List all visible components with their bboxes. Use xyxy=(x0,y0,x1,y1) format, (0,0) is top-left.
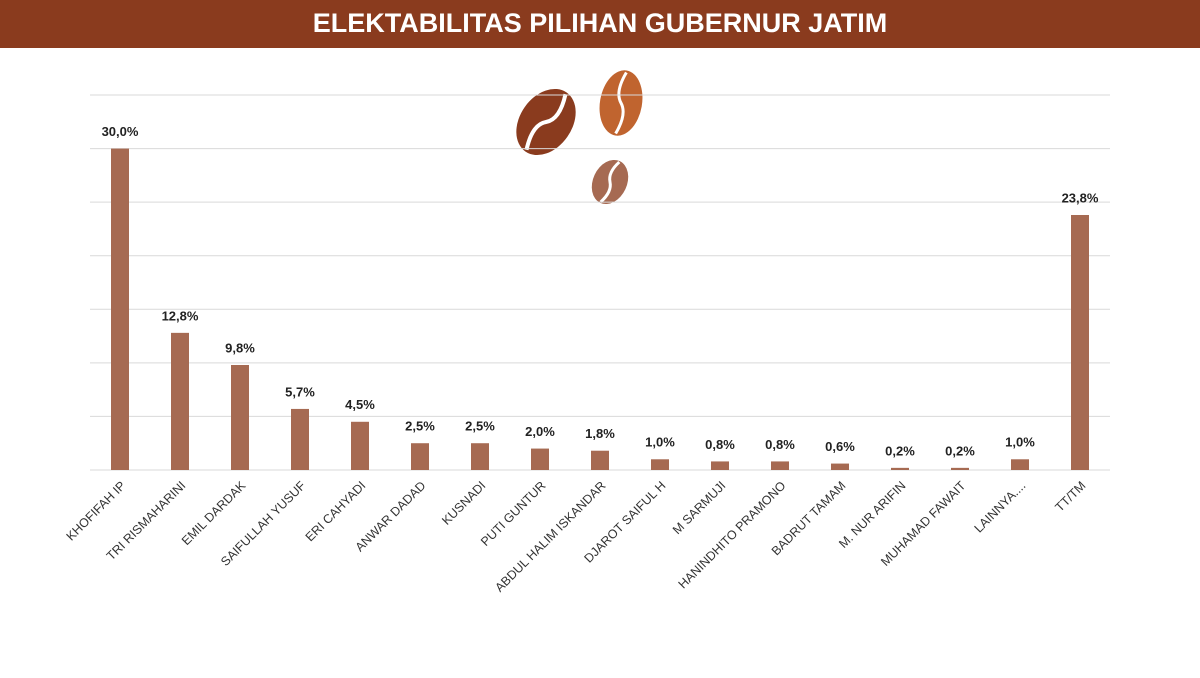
bar xyxy=(411,443,429,470)
bar xyxy=(291,408,309,470)
data-label: 4,5% xyxy=(345,397,375,412)
data-label: 0,6% xyxy=(825,439,855,454)
bar xyxy=(111,148,129,471)
bar xyxy=(591,450,609,470)
bar xyxy=(651,459,669,470)
data-label: 30,0% xyxy=(102,124,139,139)
bar xyxy=(891,467,909,470)
bar xyxy=(471,443,489,470)
data-label: 0,8% xyxy=(765,437,795,452)
data-label: 0,2% xyxy=(945,443,975,458)
bar xyxy=(711,461,729,470)
x-tick-label: KHOFIFAH IP xyxy=(64,479,129,544)
data-label: 23,8% xyxy=(1062,190,1099,205)
data-label: 2,0% xyxy=(525,424,555,439)
bar xyxy=(171,332,189,470)
x-tick-label: KUSNADI xyxy=(439,479,488,528)
x-tick-label: HANINDHITO PRAMONO xyxy=(676,478,789,591)
data-label: 1,8% xyxy=(585,426,615,441)
data-label: 2,5% xyxy=(465,419,495,434)
bar xyxy=(951,467,969,470)
bar xyxy=(351,421,369,470)
x-tick-label: ABDUL HALIM ISKANDAR xyxy=(492,479,608,595)
data-label: 2,5% xyxy=(405,419,435,434)
x-tick-label: ERI CAHYADI xyxy=(303,479,369,545)
data-label: 5,7% xyxy=(285,384,315,399)
bar xyxy=(1071,215,1089,470)
data-label: 1,0% xyxy=(645,435,675,450)
bar xyxy=(531,448,549,470)
chart-title: ELEKTABILITAS PILIHAN GUBERNUR JATIM xyxy=(313,8,888,38)
bar xyxy=(1011,459,1029,470)
x-tick-label: TT/TM xyxy=(1053,479,1089,515)
bar xyxy=(231,365,249,470)
x-tick-label: M SARMUJI xyxy=(670,479,729,538)
bar xyxy=(771,461,789,470)
data-label: 1,0% xyxy=(1005,435,1035,450)
data-label: 12,8% xyxy=(162,308,199,323)
data-label: 0,8% xyxy=(705,437,735,452)
coffee-beans xyxy=(516,70,643,205)
x-tick-label: LAINNYA.... xyxy=(972,479,1029,536)
data-label: 0,2% xyxy=(885,443,915,458)
bar xyxy=(831,463,849,470)
data-label: 9,8% xyxy=(225,340,255,355)
title-bar xyxy=(0,0,1200,48)
